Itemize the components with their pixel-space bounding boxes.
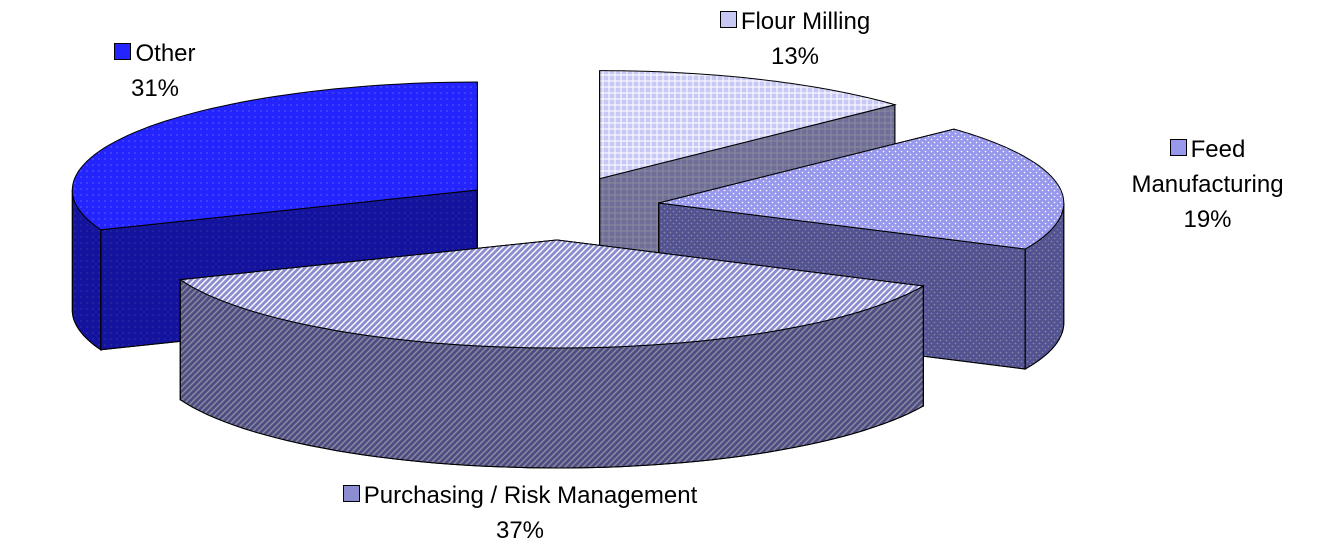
slice-label: Purchasing / Risk Management 37% (270, 478, 770, 548)
legend-swatch (114, 43, 132, 60)
legend-swatch (1169, 139, 1187, 156)
value-label: 31% (130, 75, 180, 102)
category-name: Flour Milling (740, 8, 871, 35)
legend-swatch (719, 11, 737, 28)
slice-label: Flour Milling 13% (640, 4, 950, 74)
value-label: 19% (1183, 206, 1232, 233)
category-name: Purchasing / Risk Management (363, 482, 698, 509)
value-label: 37% (495, 517, 545, 544)
category-name: Feed Manufacturing (1131, 136, 1284, 198)
value-label: 13% (770, 43, 820, 70)
legend-swatch (342, 485, 360, 502)
category-name: Other (135, 40, 196, 67)
slice-label: Feed Manufacturing 19% (1095, 132, 1320, 237)
slice-top (599, 70, 897, 180)
slice-label: Other 31% (40, 36, 270, 106)
slice-top (71, 81, 478, 231)
slice-top (178, 239, 925, 349)
slice-top (658, 128, 1065, 250)
